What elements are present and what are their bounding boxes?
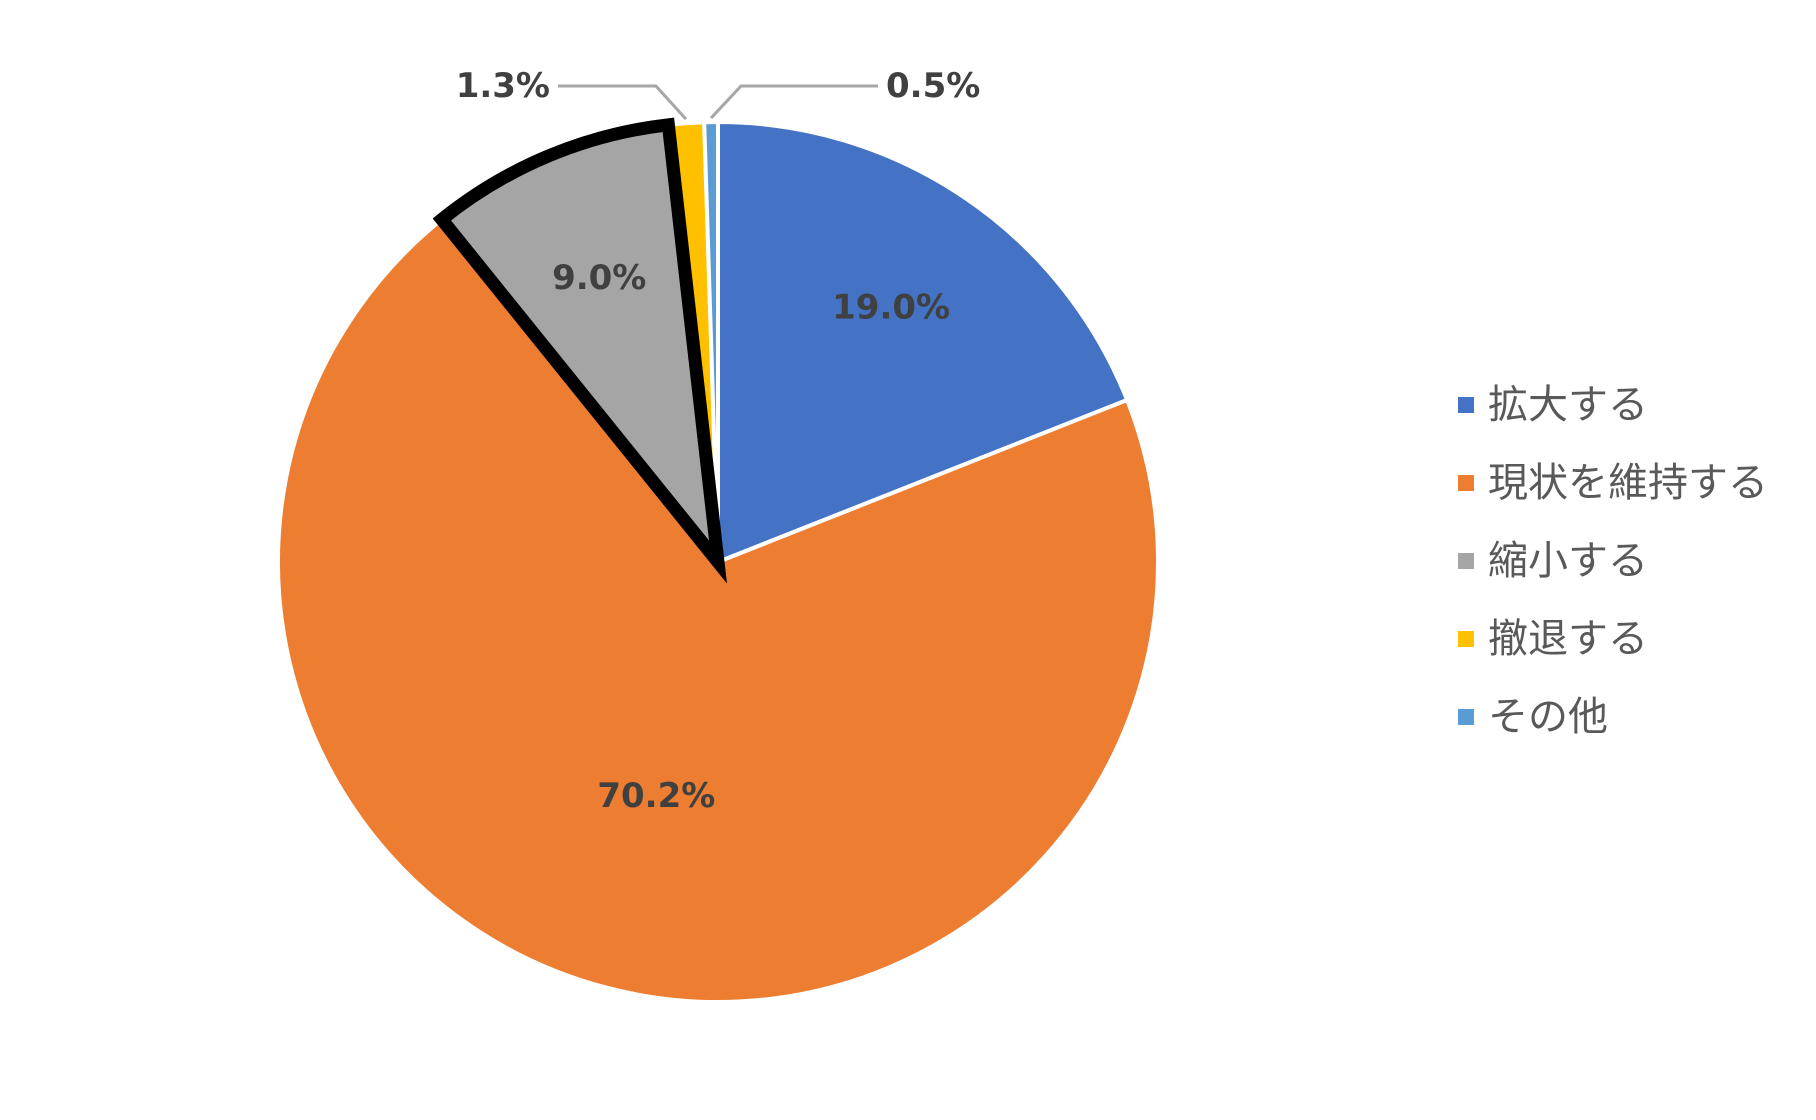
- legend-swatch-5: [1458, 709, 1474, 725]
- legend-label-1: 拡大する: [1488, 382, 1648, 428]
- legend-label-3: 縮小する: [1488, 538, 1648, 584]
- leader-line-4: [558, 84, 688, 121]
- pie-slice-1: [716, 120, 1130, 564]
- legend-label-2: 現状を維持する: [1488, 460, 1768, 506]
- data-label-2: 70.2%: [597, 776, 715, 816]
- pie-slice-2: [276, 217, 1160, 1004]
- pie-slices: [276, 120, 1160, 1004]
- data-label-1: 19.0%: [832, 287, 950, 327]
- highlighted-slice-outline: [432, 117, 727, 584]
- legend-label-4: 撤退する: [1488, 616, 1648, 662]
- leader-lines: [558, 84, 878, 121]
- legend-swatch-2: [1458, 475, 1474, 491]
- data-label-3: 9.0%: [552, 258, 646, 298]
- data-label-5: 0.5%: [886, 66, 980, 106]
- data-labels: 19.0% 70.2% 9.0% 1.3% 0.5%: [456, 66, 981, 816]
- legend-swatch-3: [1458, 553, 1474, 569]
- data-label-4: 1.3%: [456, 66, 550, 106]
- legend-swatch-1: [1458, 397, 1474, 413]
- leader-line-5: [709, 84, 878, 120]
- pie-slice-5: [702, 120, 720, 564]
- legend-swatch-4: [1458, 631, 1474, 647]
- highlight-layer: [432, 117, 727, 584]
- legend-label-5: その他: [1488, 694, 1608, 740]
